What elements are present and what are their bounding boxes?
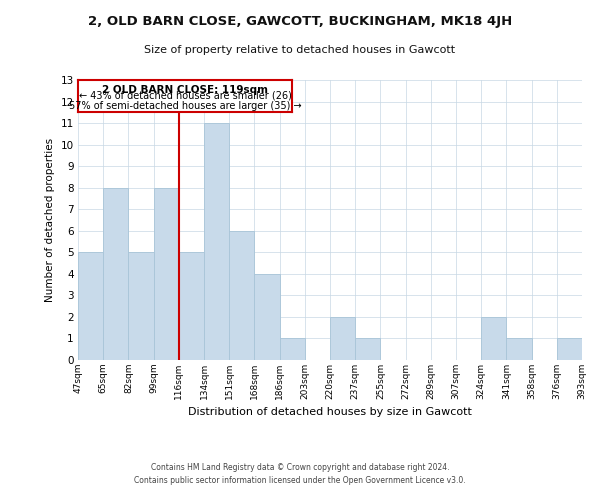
Bar bbox=[229, 231, 254, 360]
Y-axis label: Number of detached properties: Number of detached properties bbox=[45, 138, 55, 302]
Bar bbox=[355, 338, 380, 360]
Bar bbox=[506, 338, 532, 360]
Text: ← 43% of detached houses are smaller (26): ← 43% of detached houses are smaller (26… bbox=[79, 90, 292, 101]
Bar bbox=[179, 252, 204, 360]
Bar bbox=[128, 252, 154, 360]
Bar bbox=[103, 188, 128, 360]
Text: 2 OLD BARN CLOSE: 119sqm: 2 OLD BARN CLOSE: 119sqm bbox=[102, 85, 268, 95]
Bar bbox=[254, 274, 280, 360]
Text: 2, OLD BARN CLOSE, GAWCOTT, BUCKINGHAM, MK18 4JH: 2, OLD BARN CLOSE, GAWCOTT, BUCKINGHAM, … bbox=[88, 15, 512, 28]
Bar bbox=[78, 252, 103, 360]
Bar bbox=[204, 123, 229, 360]
Bar bbox=[154, 188, 179, 360]
Bar bbox=[330, 317, 355, 360]
X-axis label: Distribution of detached houses by size in Gawcott: Distribution of detached houses by size … bbox=[188, 408, 472, 418]
Bar bbox=[557, 338, 582, 360]
Text: Contains HM Land Registry data © Crown copyright and database right 2024.
Contai: Contains HM Land Registry data © Crown c… bbox=[134, 464, 466, 485]
Bar bbox=[481, 317, 506, 360]
Text: Size of property relative to detached houses in Gawcott: Size of property relative to detached ho… bbox=[145, 45, 455, 55]
Bar bbox=[280, 338, 305, 360]
Text: 57% of semi-detached houses are larger (35) →: 57% of semi-detached houses are larger (… bbox=[69, 102, 301, 112]
